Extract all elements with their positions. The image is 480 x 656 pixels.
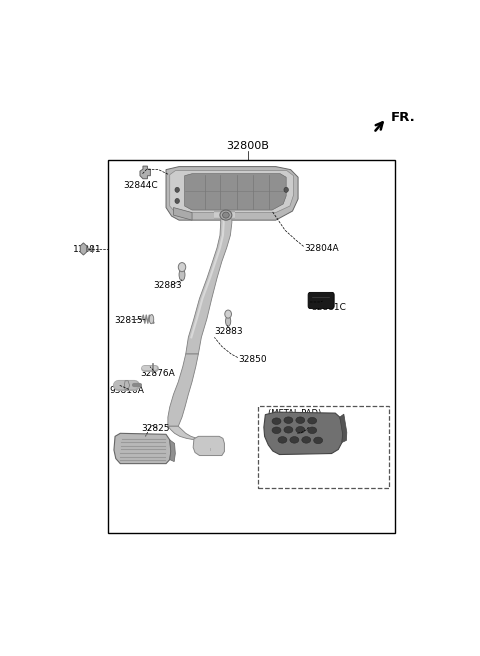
Ellipse shape [284,417,293,424]
Polygon shape [186,211,232,354]
Ellipse shape [284,426,293,433]
Polygon shape [168,354,198,426]
Polygon shape [80,243,87,255]
Text: 32844C: 32844C [123,181,158,190]
Polygon shape [170,171,294,213]
Polygon shape [185,174,286,210]
Ellipse shape [314,437,323,443]
Ellipse shape [284,188,288,192]
Ellipse shape [296,426,305,433]
Text: (METAL PAD): (METAL PAD) [268,409,322,418]
Text: 32825: 32825 [278,430,307,439]
Polygon shape [193,436,225,455]
Text: 32804A: 32804A [305,244,339,253]
Text: 32876A: 32876A [140,369,175,379]
Polygon shape [140,166,150,178]
Text: 93810A: 93810A [109,386,144,395]
Text: 11281: 11281 [73,245,102,254]
Ellipse shape [290,437,299,443]
Ellipse shape [220,210,232,220]
Polygon shape [264,412,343,455]
Text: 32800B: 32800B [227,141,269,151]
Polygon shape [114,434,171,464]
FancyBboxPatch shape [308,293,334,308]
Ellipse shape [175,188,180,192]
Text: 32815: 32815 [114,316,143,325]
Ellipse shape [226,316,231,326]
Polygon shape [168,426,207,440]
Text: 32883: 32883 [215,327,243,336]
Ellipse shape [296,417,305,424]
Polygon shape [152,363,153,373]
Ellipse shape [225,310,231,318]
Ellipse shape [272,418,281,424]
Bar [258,406,389,488]
Ellipse shape [178,262,186,272]
Ellipse shape [308,417,317,424]
Polygon shape [170,440,175,462]
Text: FR.: FR. [390,111,415,123]
Text: 32825: 32825 [141,424,169,433]
Polygon shape [166,167,298,220]
Polygon shape [340,414,347,442]
Ellipse shape [278,437,287,443]
Ellipse shape [223,212,229,218]
Text: 32881C: 32881C [311,302,346,312]
Ellipse shape [272,427,281,434]
Ellipse shape [149,315,154,323]
Polygon shape [173,207,192,220]
Bar [108,159,395,533]
Ellipse shape [179,269,185,281]
Polygon shape [124,380,130,390]
Ellipse shape [302,437,311,443]
Ellipse shape [308,427,317,434]
Text: 32883: 32883 [153,281,181,291]
Text: 32850: 32850 [239,355,267,364]
Ellipse shape [175,198,180,203]
